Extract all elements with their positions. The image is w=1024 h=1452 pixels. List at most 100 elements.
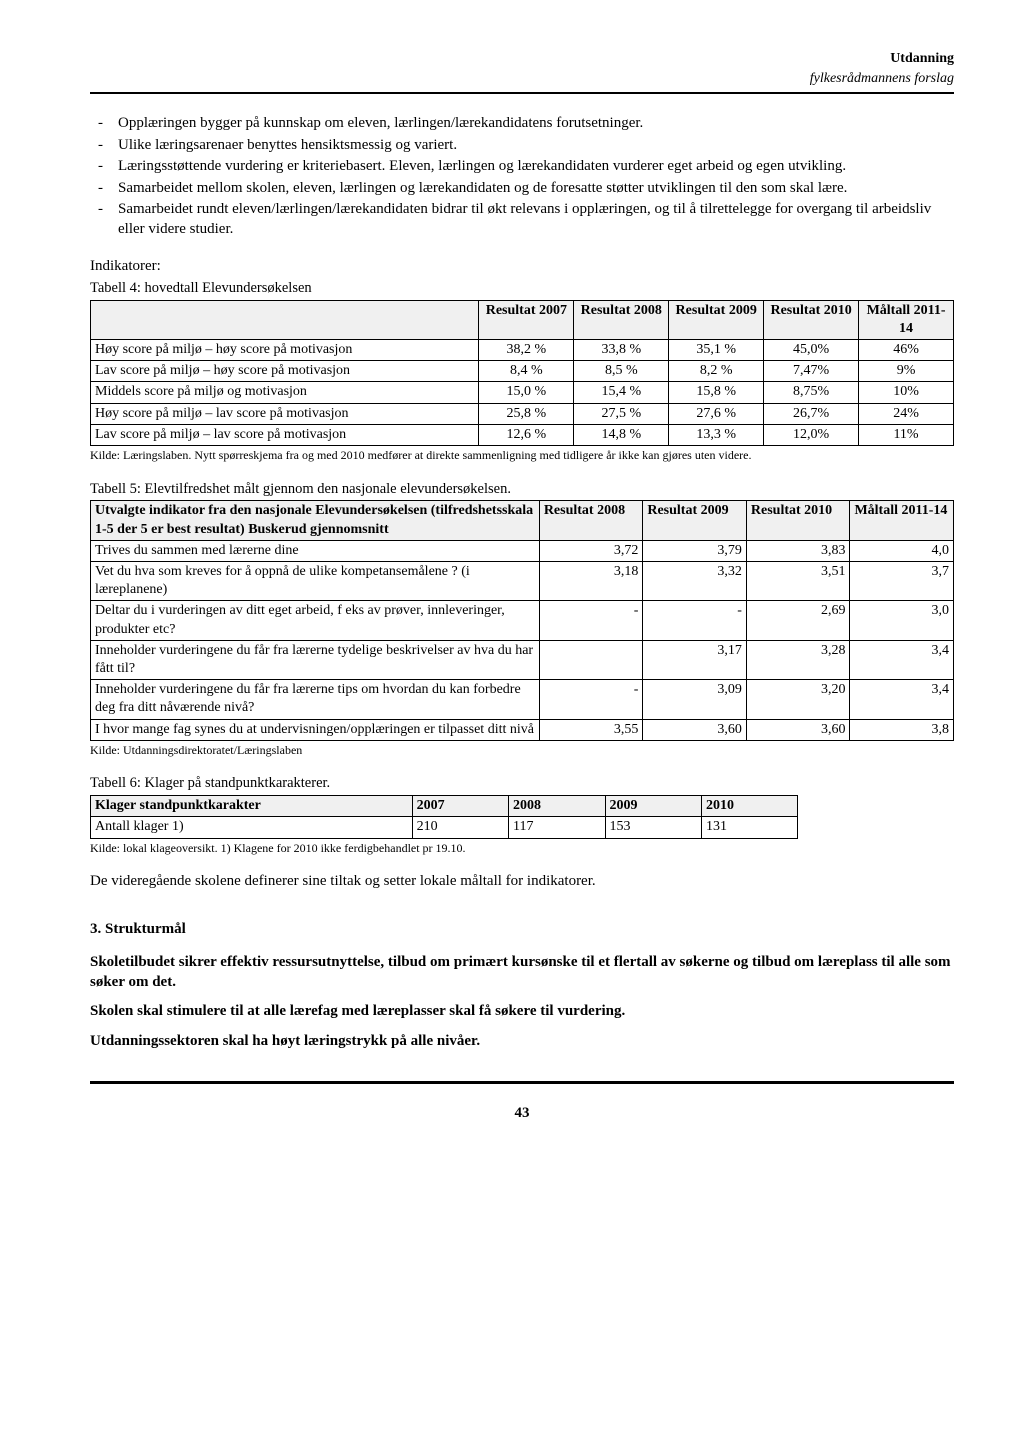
table-cell: 3,83 — [746, 540, 850, 561]
table-cell: - — [539, 601, 643, 640]
table6: Klager standpunktkarakter 2007 2008 2009… — [90, 795, 798, 838]
table-header: 2009 — [605, 796, 701, 817]
table-cell: 25,8 % — [479, 403, 574, 424]
table-cell: Trives du sammen med lærerne dine — [91, 540, 540, 561]
list-item: Opplæringen bygger på kunnskap om eleven… — [118, 114, 954, 134]
page-header-subtitle: fylkesrådmannens forslag — [90, 70, 954, 88]
table-cell: Middels score på miljø og motivasjon — [91, 382, 479, 403]
table-cell: Lav score på miljø – høy score på motiva… — [91, 361, 479, 382]
table-cell: 3,8 — [850, 719, 954, 740]
body-paragraph: Skoletilbudet sikrer effektiv ressursutn… — [90, 953, 954, 992]
table-row: Antall klager 1) 210 117 153 131 — [91, 817, 798, 838]
table-cell: 15,4 % — [574, 382, 669, 403]
body-paragraph: De videregående skolene definerer sine t… — [90, 872, 954, 892]
table-cell: 4,0 — [850, 540, 954, 561]
table-cell: 3,60 — [643, 719, 747, 740]
table-row: Klager standpunktkarakter 2007 2008 2009… — [91, 796, 798, 817]
table-row: Lav score på miljø – lav score på motiva… — [91, 424, 954, 445]
table-cell: 46% — [859, 340, 954, 361]
table-header: Måltall 2011-14 — [859, 300, 954, 339]
table-cell: 3,79 — [643, 540, 747, 561]
table4: Resultat 2007 Resultat 2008 Resultat 200… — [90, 300, 954, 446]
table-cell: 3,72 — [539, 540, 643, 561]
table-cell: 8,2 % — [669, 361, 764, 382]
table-header: 2008 — [509, 796, 605, 817]
table-cell: 12,0% — [764, 424, 859, 445]
table-cell: 33,8 % — [574, 340, 669, 361]
table5: Utvalgte indikator fra den nasjonale Ele… — [90, 500, 954, 740]
table-cell: Lav score på miljø – lav score på motiva… — [91, 424, 479, 445]
table-cell: 3,4 — [850, 640, 954, 679]
table-cell: Høy score på miljø – lav score på motiva… — [91, 403, 479, 424]
table-cell: Deltar du i vurderingen av ditt eget arb… — [91, 601, 540, 640]
table-cell: - — [643, 601, 747, 640]
table-cell: 15,8 % — [669, 382, 764, 403]
body-paragraph: Utdanningssektoren skal ha høyt læringst… — [90, 1032, 954, 1052]
table-header: 2010 — [701, 796, 797, 817]
table-cell: 27,6 % — [669, 403, 764, 424]
table-header: Utvalgte indikator fra den nasjonale Ele… — [91, 501, 540, 540]
table-cell: 15,0 % — [479, 382, 574, 403]
table-header: Resultat 2009 — [669, 300, 764, 339]
table-row: Utvalgte indikator fra den nasjonale Ele… — [91, 501, 954, 540]
list-item: Samarbeidet mellom skolen, eleven, lærli… — [118, 179, 954, 199]
table-cell: 131 — [701, 817, 797, 838]
table-cell: 3,17 — [643, 640, 747, 679]
table-cell: 8,4 % — [479, 361, 574, 382]
table-header: Måltall 2011-14 — [850, 501, 954, 540]
table-cell: - — [539, 680, 643, 719]
table-cell: 3,32 — [643, 562, 747, 601]
table-row: Deltar du i vurderingen av ditt eget arb… — [91, 601, 954, 640]
table-cell: 117 — [509, 817, 605, 838]
table-cell: Antall klager 1) — [91, 817, 413, 838]
table-row: Inneholder vurderingene du får fra lærer… — [91, 640, 954, 679]
table-row: I hvor mange fag synes du at undervisnin… — [91, 719, 954, 740]
table-cell: 11% — [859, 424, 954, 445]
table-cell: Høy score på miljø – høy score på motiva… — [91, 340, 479, 361]
table-cell — [539, 640, 643, 679]
table-cell: 3,18 — [539, 562, 643, 601]
body-paragraph: Skolen skal stimulere til at alle lærefa… — [90, 1002, 954, 1022]
table-header: Resultat 2010 — [764, 300, 859, 339]
page-number: 43 — [90, 1104, 954, 1124]
table-cell: 2,69 — [746, 601, 850, 640]
table-header: Resultat 2009 — [643, 501, 747, 540]
table-row: Vet du hva som kreves for å oppnå de uli… — [91, 562, 954, 601]
table-header: Klager standpunktkarakter — [91, 796, 413, 817]
table-cell: 14,8 % — [574, 424, 669, 445]
table-header: 2007 — [412, 796, 508, 817]
table-row: Inneholder vurderingene du får fra lærer… — [91, 680, 954, 719]
table-cell: 35,1 % — [669, 340, 764, 361]
table-row: Middels score på miljø og motivasjon15,0… — [91, 382, 954, 403]
page-header-title: Utdanning — [90, 50, 954, 68]
table-cell: Vet du hva som kreves for å oppnå de uli… — [91, 562, 540, 601]
table-cell: Inneholder vurderingene du får fra lærer… — [91, 680, 540, 719]
bullet-list: Opplæringen bygger på kunnskap om eleven… — [90, 114, 954, 239]
table-cell: 3,28 — [746, 640, 850, 679]
list-item: Læringsstøttende vurdering er kriterieba… — [118, 157, 954, 177]
table4-caption: Tabell 4: hovedtall Elevundersøkelsen — [90, 279, 954, 298]
table-cell: 24% — [859, 403, 954, 424]
table-cell: I hvor mange fag synes du at undervisnin… — [91, 719, 540, 740]
table-cell: 3,4 — [850, 680, 954, 719]
table-row: Lav score på miljø – høy score på motiva… — [91, 361, 954, 382]
table-header: Resultat 2010 — [746, 501, 850, 540]
table-header: Resultat 2008 — [574, 300, 669, 339]
table-cell: 12,6 % — [479, 424, 574, 445]
table4-source: Kilde: Læringslaben. Nytt spørreskjema f… — [90, 448, 954, 464]
table-cell: 3,51 — [746, 562, 850, 601]
table5-caption: Tabell 5: Elevtilfredshet målt gjennom d… — [90, 480, 954, 499]
table5-source: Kilde: Utdanningsdirektoratet/Læringslab… — [90, 743, 954, 759]
divider-top — [90, 92, 954, 94]
table-cell: 3,60 — [746, 719, 850, 740]
table-cell: 45,0% — [764, 340, 859, 361]
table-cell: 153 — [605, 817, 701, 838]
table-cell: 13,3 % — [669, 424, 764, 445]
table-cell: 3,09 — [643, 680, 747, 719]
table-cell: 38,2 % — [479, 340, 574, 361]
table-cell: 3,20 — [746, 680, 850, 719]
table-cell: 3,55 — [539, 719, 643, 740]
table-cell: Inneholder vurderingene du får fra lærer… — [91, 640, 540, 679]
divider-bottom — [90, 1081, 954, 1084]
table6-source: Kilde: lokal klageoversikt. 1) Klagene f… — [90, 841, 954, 857]
